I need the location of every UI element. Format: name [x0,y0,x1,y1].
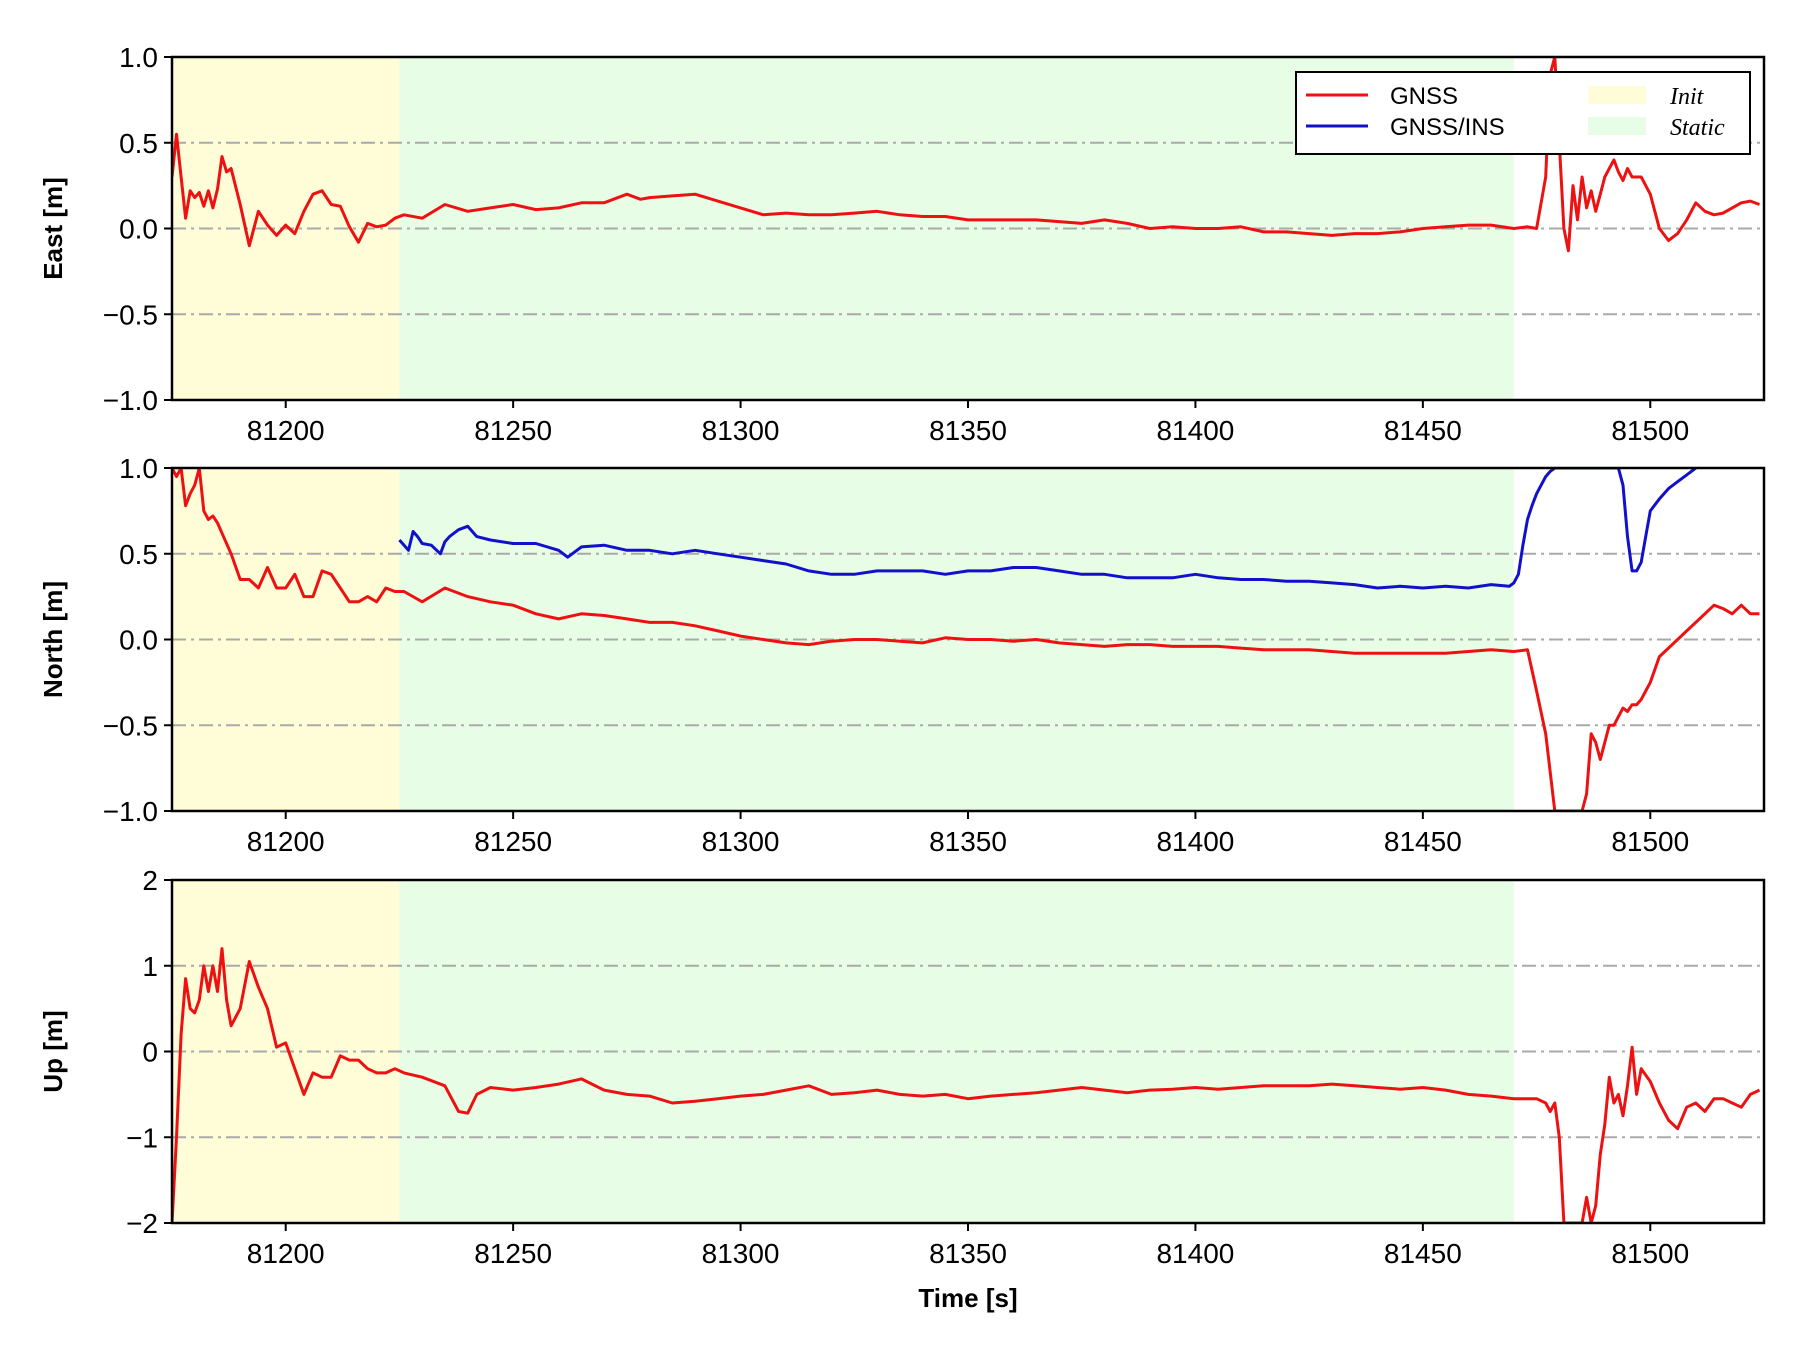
east-m-y-tick-label: 0.5 [119,128,158,159]
legend-static-patch [1588,117,1646,135]
north-m-y-tick-label: −0.5 [103,710,158,741]
east-m-y-tick-label: 1.0 [119,42,158,73]
up-m-x-tick-label: 81200 [247,1238,325,1269]
up-m-x-tick-label: 81500 [1611,1238,1689,1269]
north-m-y-tick-label: 0.0 [119,625,158,656]
up-m-x-tick-label: 81350 [929,1238,1007,1269]
legend-gnss-label: GNSS [1390,83,1458,110]
east-m-gnss-series-line [172,57,1761,253]
east-m-y-axis-label: East [m] [38,177,68,280]
legend-static-label: Static [1670,115,1725,141]
east-m-x-tick-label: 81250 [474,415,552,446]
east-m-x-tick-label: 81350 [929,415,1007,446]
up-m-y-tick-label: −2 [126,1208,158,1239]
east-m-x-tick-label: 81450 [1384,415,1462,446]
x-axis-label: Time [s] [918,1283,1017,1313]
north-m-x-tick-label: 81450 [1384,826,1462,857]
up-m-gnss-series-line [172,947,1761,1223]
legend-init-label: Init [1669,84,1705,110]
north-m-x-tick-label: 81300 [702,826,780,857]
east-m-x-tick-label: 81200 [247,415,325,446]
north-m-y-axis-label: North [m] [38,581,68,698]
up-m-x-tick-label: 81450 [1384,1238,1462,1269]
east-panel: 1.0 0.5 0.0 −0.5 −1.0 81200 81250 81300 81350 814… [38,42,1766,446]
east-m-x-tick-label: 81300 [702,415,780,446]
north-m-x-tick-label: 81500 [1611,826,1689,857]
up-m-y-tick-label: −1 [126,1122,158,1153]
legend: GNSS GNSS/INS Init Static [1295,71,1751,155]
north-m-y-tick-label: 0.5 [119,539,158,570]
up-m-x-tick-label: 81300 [702,1238,780,1269]
east-m-y-tick-label: 0.0 [119,214,158,245]
north-m-gnss-ins-series-line [398,468,1697,590]
north-panel: 1.0 0.5 0.0 −0.5 −1.0 81200 81250 81300 81350 814… [38,453,1766,857]
up-m-x-tick-label: 81400 [1156,1238,1234,1269]
east-m-y-tick-label: −0.5 [103,299,158,330]
up-m-x-tick-label: 81250 [474,1238,552,1269]
legend-init-patch [1588,86,1646,104]
east-m-x-tick-label: 81400 [1156,415,1234,446]
north-m-x-tick-label: 81250 [474,826,552,857]
up-m-y-tick-label: 2 [142,865,158,896]
legend-gnss-ins-label: GNSS/INS [1390,114,1505,141]
up-m-y-axis-label: Up [m] [38,1010,68,1092]
legend-frame [1295,71,1751,155]
north-m-y-tick-label: 1.0 [119,453,158,484]
north-m-x-tick-label: 81400 [1156,826,1234,857]
east-m-x-tick-label: 81500 [1611,415,1689,446]
north-m-x-tick-label: 81200 [247,826,325,857]
north-m-gnss-series-line [172,468,1760,811]
north-m-x-tick-label: 81350 [929,826,1007,857]
up-m-y-tick-label: 1 [142,951,158,982]
up-m-y-tick-label: 0 [142,1037,158,1068]
up-panel: 2 1 0 −1 −2 81200 81250 81300 81350 81400 81450 815… [38,865,1766,1269]
east-m-y-tick-label: −1.0 [103,385,158,416]
north-m-y-tick-label: −1.0 [103,796,158,827]
